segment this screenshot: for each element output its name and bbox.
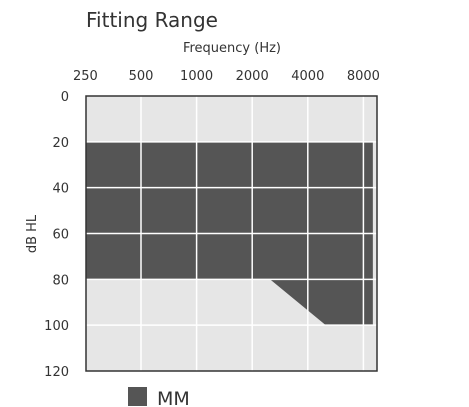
y-tick-label: 40 xyxy=(52,182,69,197)
plot-frame xyxy=(85,95,378,372)
chart-title: Fitting Range xyxy=(86,8,218,32)
y-tick-label: 100 xyxy=(44,319,69,334)
y-axis-title: dB HL xyxy=(25,214,40,253)
x-tick-label: 250 xyxy=(73,69,98,84)
legend-swatch-mm xyxy=(128,387,147,406)
x-tick-label: 500 xyxy=(129,69,154,84)
x-tick-label: 1000 xyxy=(180,69,213,84)
y-tick-label: 0 xyxy=(61,90,69,105)
y-tick-label: 120 xyxy=(44,365,69,380)
x-tick-labels: 250 500 1000 2000 4000 8000 xyxy=(73,69,380,84)
grid-layer xyxy=(86,96,377,371)
x-tick-label: 4000 xyxy=(291,69,324,84)
y-tick-label: 20 xyxy=(52,136,69,151)
x-axis-title: Frequency (Hz) xyxy=(183,41,281,56)
legend-label-mm: MM xyxy=(157,388,190,407)
x-tick-label: 2000 xyxy=(236,69,269,84)
y-tick-label: 60 xyxy=(52,228,69,243)
x-tick-label: 8000 xyxy=(347,69,380,84)
y-tick-label: 80 xyxy=(52,273,69,288)
y-tick-labels: 0 20 40 60 80 100 120 xyxy=(44,90,69,380)
